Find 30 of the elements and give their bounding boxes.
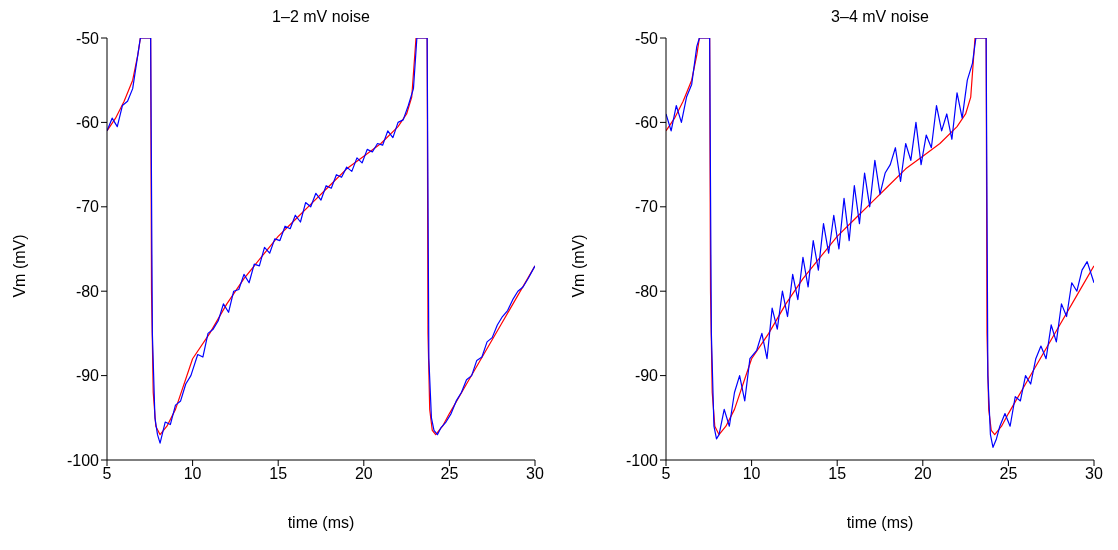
y-tick-label: -70 <box>75 198 100 216</box>
x-tick-label: 25 <box>440 465 459 483</box>
y-tick-label: -100 <box>625 451 659 469</box>
x-tick-label: 15 <box>828 465 847 483</box>
x-axis-title: time (ms) <box>286 514 356 532</box>
y-axis-title: Vm (mV) <box>570 234 588 298</box>
y-axis-title: Vm (mV) <box>11 234 29 298</box>
x-tick-label: 10 <box>742 465 761 483</box>
y-tick-label: -90 <box>634 367 659 385</box>
y-tick-label: -100 <box>66 451 100 469</box>
x-tick-label: 5 <box>102 465 112 483</box>
x-tick-label: 5 <box>661 465 671 483</box>
y-tick-label: -70 <box>634 198 659 216</box>
y-tick-label: -50 <box>634 29 659 47</box>
x-tick-label: 20 <box>354 465 373 483</box>
chart-title: 3–4 mV noise <box>830 8 930 26</box>
y-tick-label: -60 <box>634 114 659 132</box>
y-tick-label: -90 <box>75 367 100 385</box>
x-tick-label: 15 <box>269 465 288 483</box>
y-tick-label: -80 <box>634 282 659 300</box>
x-tick-label: 25 <box>999 465 1018 483</box>
y-tick-label: -60 <box>75 114 100 132</box>
y-tick-label: -50 <box>75 29 100 47</box>
x-tick-label: 10 <box>183 465 202 483</box>
y-tick-label: -80 <box>75 282 100 300</box>
x-tick-label: 30 <box>1085 465 1103 483</box>
chart-title: 1–2 mV noise <box>271 8 371 26</box>
x-tick-label: 20 <box>913 465 932 483</box>
x-tick-label: 30 <box>526 465 544 483</box>
x-axis-title: time (ms) <box>845 514 915 532</box>
